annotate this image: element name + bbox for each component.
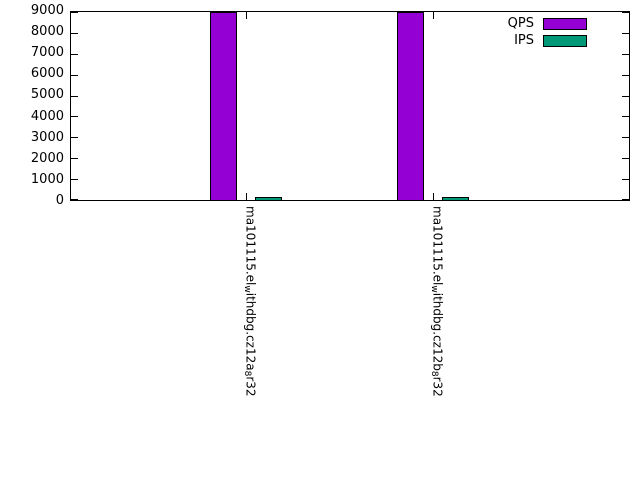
qps-bar (210, 12, 237, 200)
y-tick-mark (622, 74, 629, 76)
legend: QPS IPS (508, 15, 587, 49)
y-tick-mark (71, 116, 78, 118)
x-tick-mark (433, 12, 434, 19)
y-tick-mark (71, 12, 78, 13)
plot-area: QPS IPS (70, 11, 630, 201)
y-tick-label: 8000 (30, 24, 64, 40)
x-tick-mark (433, 193, 434, 200)
y-tick-label: 6000 (30, 66, 64, 82)
legend-label: IPS (514, 33, 534, 48)
y-tick-mark (71, 179, 78, 181)
legend-color-swatch (543, 34, 587, 47)
y-tick-mark (622, 95, 629, 97)
y-tick-mark (622, 32, 629, 34)
y-tick-mark (622, 12, 629, 13)
y-tick-mark (71, 199, 78, 200)
y-tick-label: 3000 (30, 129, 64, 145)
ips-bar (442, 197, 469, 200)
y-tick-mark (71, 53, 78, 55)
y-tick-label: 9000 (30, 3, 64, 18)
y-tick-mark (71, 74, 78, 76)
ips-bar (255, 197, 282, 200)
x-tick-mark (246, 12, 247, 19)
x-tick-mark (246, 193, 247, 200)
y-tick-mark (622, 53, 629, 55)
y-tick-label: 2000 (30, 150, 64, 166)
y-tick-mark (71, 32, 78, 34)
y-tick-mark (622, 158, 629, 160)
y-tick-label: 4000 (30, 108, 64, 124)
y-tick-label: 7000 (30, 45, 64, 61)
x-tick-label: ma101115.elwithdbg.cz12b8r32 (429, 206, 445, 397)
y-tick-mark (622, 116, 629, 118)
y-tick-mark (71, 158, 78, 160)
legend-entry: QPS (508, 15, 587, 32)
legend-color-swatch (543, 17, 587, 30)
y-tick-mark (71, 95, 78, 97)
qps-bar (397, 12, 424, 200)
y-tick-label: 0 (55, 193, 64, 208)
legend-entry: IPS (508, 32, 587, 49)
x-tick-label: ma101115.elwithdbg.cz12a8r32 (242, 206, 258, 397)
y-tick-label: 5000 (30, 87, 64, 103)
y-tick-mark (622, 137, 629, 139)
y-tick-label: 1000 (30, 171, 64, 187)
y-tick-mark (71, 137, 78, 139)
y-tick-mark (622, 179, 629, 181)
legend-label: QPS (507, 16, 534, 31)
y-tick-mark (622, 199, 629, 200)
